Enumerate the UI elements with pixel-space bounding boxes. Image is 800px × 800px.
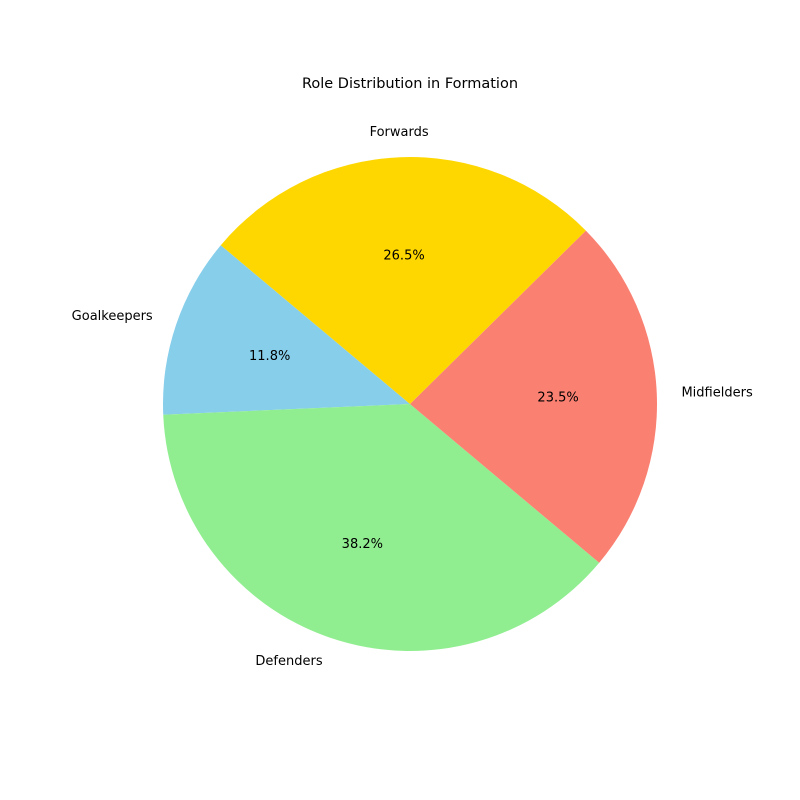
pie-label-midfielders: Midfielders [681,386,752,401]
pie-pct-forwards: 26.5% [383,248,424,263]
pie-label-defenders: Defenders [255,654,322,669]
pie-slice-defenders [163,404,600,651]
pie-slices [163,157,657,651]
chart-title: Role Distribution in Formation [302,76,518,92]
pie-pct-goalkeepers: 11.8% [249,349,290,364]
pie-label-goalkeepers: Goalkeepers [72,309,153,324]
pie-pct-defenders: 38.2% [342,537,383,552]
pie-labels: Goalkeepers 11.8% Defenders 38.2% Midfielder… [72,125,753,669]
pie-slice-goalkeepers [163,245,410,415]
pie-pct-midfielders: 23.5% [537,391,578,406]
pie-slice-forwards [220,157,586,404]
pie-slice-midfielders [410,230,657,563]
pie-label-forwards: Forwards [370,125,429,140]
